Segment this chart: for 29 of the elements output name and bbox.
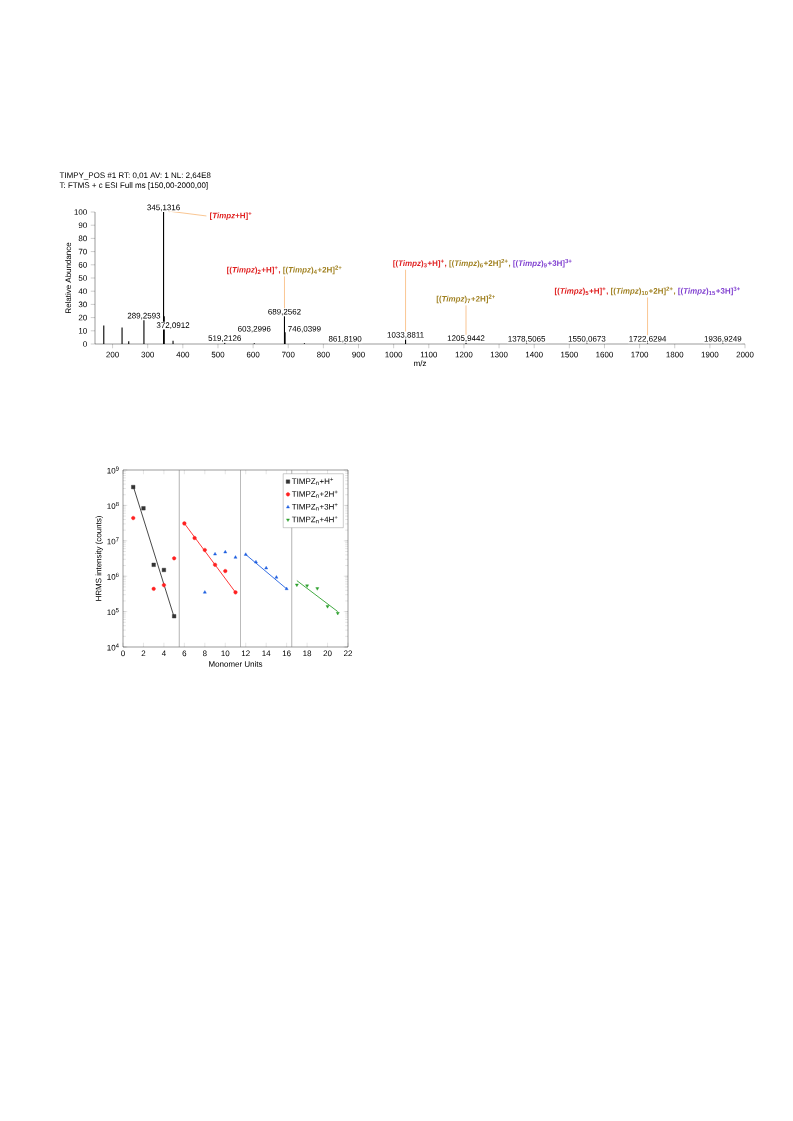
point <box>274 575 279 579</box>
point <box>161 583 166 588</box>
point <box>151 562 156 567</box>
point <box>141 506 146 511</box>
point <box>336 612 340 616</box>
point <box>233 590 238 595</box>
point <box>213 552 217 556</box>
point <box>213 562 218 567</box>
point <box>161 567 166 572</box>
point <box>203 590 207 594</box>
point <box>202 548 207 552</box>
point <box>305 584 309 588</box>
point <box>233 555 238 559</box>
point <box>172 614 177 619</box>
point <box>131 516 136 521</box>
point <box>192 536 197 540</box>
point <box>172 556 177 561</box>
point <box>243 552 248 556</box>
point <box>254 560 258 564</box>
point <box>131 485 136 490</box>
point <box>223 569 228 574</box>
point <box>264 566 268 570</box>
point <box>325 605 330 609</box>
point <box>295 583 299 587</box>
point <box>284 586 289 590</box>
point <box>151 586 156 591</box>
point <box>315 587 320 591</box>
point <box>223 550 228 554</box>
point <box>182 521 187 526</box>
